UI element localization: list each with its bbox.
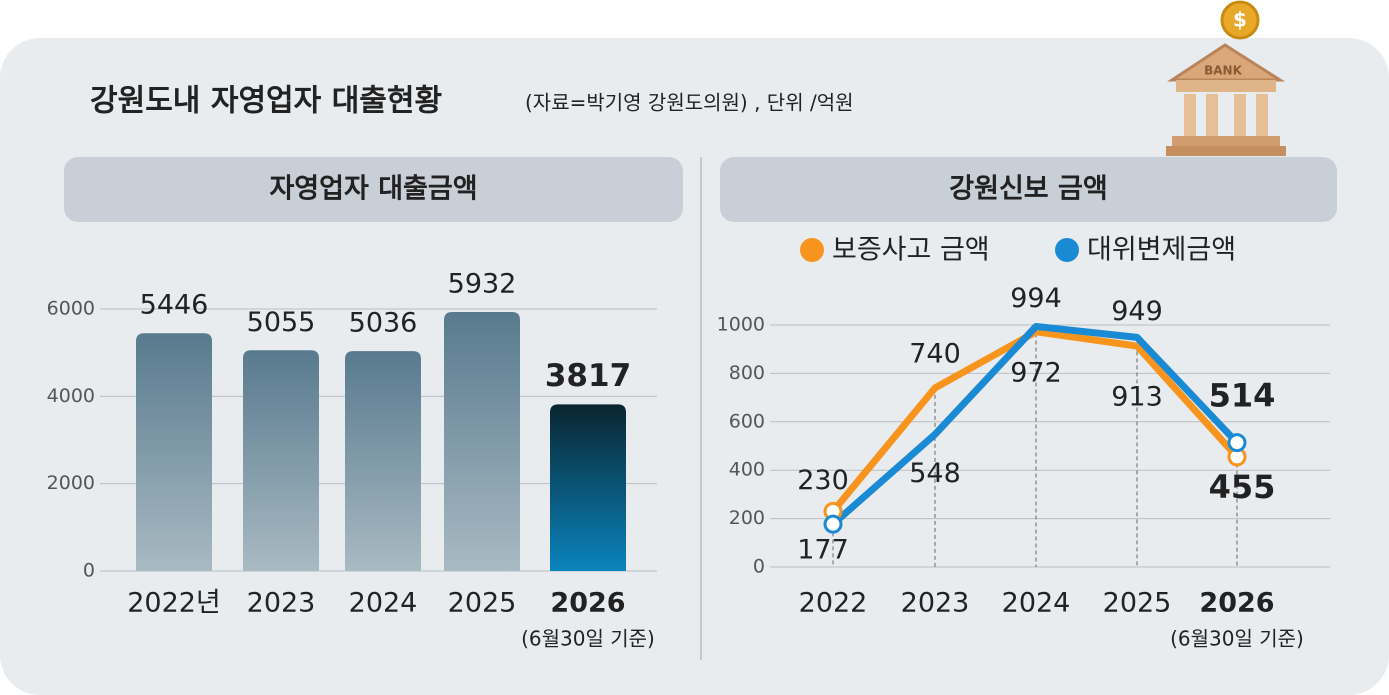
x-tick-label: 2024	[1002, 588, 1071, 619]
value-label: 913	[1111, 382, 1163, 413]
page-subtitle: (자료=박기영 강원도의원) , 단위 /억원	[525, 91, 854, 115]
page-title: 강원도내 자영업자 대출현황	[90, 84, 442, 119]
y-tick-label: 0	[753, 556, 765, 578]
chart-title: 강원신보 금액	[949, 174, 1107, 205]
bank-icon: $ BANK	[1166, 0, 1286, 156]
chart-title: 자영업자 대출금액	[269, 174, 477, 205]
bar	[243, 350, 319, 571]
chart-header	[720, 157, 1337, 222]
y-tick-label: 800	[729, 362, 765, 384]
x-tick-label: 2025	[448, 588, 517, 619]
y-tick-label: 400	[729, 459, 765, 481]
y-tick-label: 2000	[47, 472, 95, 494]
value-label: 3817	[545, 358, 631, 394]
y-tick-label: 6000	[47, 298, 95, 320]
value-label: 548	[909, 458, 961, 489]
y-tick-label: 4000	[47, 385, 95, 407]
value-label: 994	[1010, 283, 1062, 314]
x-tick-label: 2022년	[127, 588, 221, 619]
x-tick-label: 2026	[1199, 588, 1274, 619]
x-tick-label: 2023	[247, 588, 316, 619]
value-label: 5446	[140, 290, 209, 321]
legend-marker	[1055, 238, 1079, 262]
svg-text:$: $	[1233, 8, 1247, 32]
y-tick-label: 1000	[717, 314, 765, 336]
x-tick-label: 2025	[1103, 588, 1172, 619]
legend-label: 보증사고 금액	[832, 235, 990, 266]
value-label: 177	[797, 535, 849, 566]
chart-header	[64, 157, 683, 222]
line	[830, 328, 1240, 514]
x-tick-label: 2023	[901, 588, 970, 619]
x-tick-label: 2024	[349, 588, 418, 619]
value-label: 5055	[247, 307, 316, 338]
svg-text:BANK: BANK	[1204, 64, 1242, 78]
y-tick-label: 600	[729, 410, 765, 432]
value-label: 740	[909, 338, 961, 369]
end-point	[1227, 433, 1247, 453]
bar	[444, 311, 520, 571]
x-tick-label: 2022	[799, 588, 868, 619]
bar	[550, 404, 626, 571]
x-note: (6월30일 기준)	[1170, 627, 1304, 651]
end-point	[823, 514, 843, 534]
value-label: 5036	[349, 308, 418, 339]
y-tick-label: 0	[83, 560, 95, 582]
x-note: (6월30일 기준)	[521, 627, 655, 651]
legend-label: 대위변제금액	[1087, 235, 1236, 266]
value-label: 5932	[448, 268, 517, 299]
line	[830, 322, 1240, 527]
bar	[345, 351, 421, 571]
bar	[136, 333, 212, 571]
value-label: 455	[1209, 468, 1276, 506]
legend-marker	[800, 238, 824, 262]
value-label: 230	[797, 465, 849, 496]
value-label: 972	[1010, 357, 1062, 388]
y-tick-label: 200	[729, 507, 765, 529]
value-label: 949	[1111, 296, 1163, 327]
x-tick-label: 2026	[550, 588, 625, 619]
value-label: 514	[1209, 377, 1276, 415]
